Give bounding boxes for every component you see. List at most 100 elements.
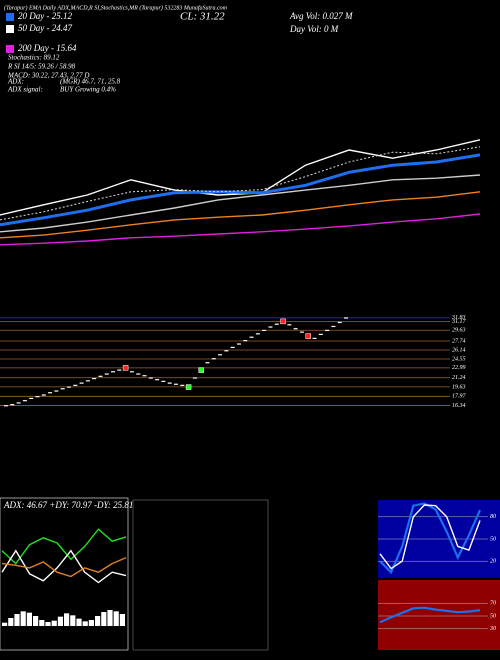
series-line — [0, 191, 481, 239]
legend-label: 50 Day - 24.47 — [18, 23, 72, 33]
x-tick-label: 04 Nov — [298, 415, 305, 433]
panel-title: SI — [462, 488, 469, 497]
y-tick-label: 30 — [489, 626, 496, 632]
adx: (MGR) 46.7, 71, 25.8 — [60, 78, 121, 86]
stat: MACD: 30.22, 27.43, 2.77 D — [7, 72, 89, 80]
x-tick-label: 11 Sep — [73, 415, 79, 431]
close: CL: 31.22 — [180, 11, 225, 23]
macd-bar — [101, 612, 107, 626]
y-tick-label: 29.63 — [452, 328, 466, 334]
series-line — [0, 213, 481, 246]
macd-bar — [51, 620, 57, 626]
x-tick-label: 03 Oct — [167, 415, 173, 431]
y-tick-label: 20 — [490, 559, 496, 565]
macd-bar — [88, 620, 94, 626]
y-tick-label: 16.34 — [452, 402, 466, 409]
y-tick-label: 21.24 — [452, 374, 466, 381]
macd-bar — [33, 616, 39, 626]
macd-bar — [2, 622, 8, 626]
x-tick-label: 09 Sep — [60, 415, 66, 431]
x-tick-label: 08 Oct — [186, 415, 192, 431]
series-line — [1, 528, 127, 565]
series-line — [0, 146, 481, 221]
avg-vol: Avg Vol: 0.027 M — [289, 11, 353, 21]
signal: ADX signal: — [7, 86, 43, 94]
macd-bar — [8, 618, 14, 626]
macd-bar — [39, 620, 45, 626]
x-tick-label: 25 Sep — [136, 415, 142, 431]
macd-bar — [26, 612, 32, 626]
y-tick-label: 31.83 — [451, 315, 466, 321]
y-tick-label: 50 — [490, 613, 496, 619]
intraday-panel — [132, 499, 269, 651]
stat: Stochastics: 89.12 — [8, 54, 60, 62]
x-tick-label: 03 Sep — [35, 415, 41, 431]
x-tick-label: 18 Oct — [236, 415, 242, 431]
x-tick-label: 30 Oct — [287, 415, 293, 432]
x-tick-label: 11 Nov — [331, 415, 337, 432]
x-tick-label: 23 Oct — [255, 415, 261, 431]
x-tick-label: 10 Sep — [66, 415, 72, 431]
x-tick-label: 25 Oct — [268, 415, 274, 431]
macd-bar — [95, 616, 101, 626]
macd-bar — [107, 610, 113, 626]
x-tick-label: 28 Oct — [274, 415, 280, 431]
x-tick-label: 12 Sep — [79, 415, 85, 431]
x-tick-label: 31 Oct — [293, 415, 299, 432]
x-tick-label: 09 Oct — [192, 415, 198, 431]
candle — [198, 367, 204, 373]
panel-subtitle: ADX: 46.67 +DY: 70.97 -DY: 25.81 — [3, 500, 133, 510]
x-tick-label: 30 Sep — [154, 415, 160, 432]
x-tick-label: 10 Oct — [199, 415, 205, 431]
stat: R SI 14/5: 59.26 / 58.98 — [7, 63, 76, 71]
panel-title: Intra Day Trading Price & MR — [139, 488, 240, 497]
panel-title: Stochastics & R — [385, 488, 436, 497]
y-tick-label: 27.74 — [452, 337, 466, 344]
x-tick-label: 24 Oct — [261, 415, 268, 431]
x-tick-label: 17 Oct — [230, 415, 236, 431]
candle — [122, 365, 129, 371]
x-tick-label: 13 Sep — [85, 415, 91, 431]
macd-bar — [45, 622, 51, 626]
x-tick-label: 06 Nov — [312, 415, 318, 433]
series-line — [379, 504, 481, 570]
x-tick-label: 14 Oct — [210, 415, 217, 431]
x-tick-label: 04 Sep — [40, 415, 47, 431]
series-line — [379, 606, 481, 624]
series-line — [0, 174, 481, 233]
x-tick-label: 30 Aug — [22, 415, 28, 433]
x-tick-label: 27 Sep — [148, 415, 154, 431]
macd-bar — [76, 618, 82, 626]
macd-bar — [57, 616, 63, 626]
legend-swatch — [6, 45, 14, 53]
x-tick-label: 21 Oct — [243, 415, 249, 431]
series-line — [379, 502, 482, 575]
x-tick-label: 13 Nov — [343, 415, 349, 433]
legend-swatch — [6, 25, 14, 33]
x-tick-label: 26 Sep — [142, 415, 148, 431]
x-tick-label: 06 Sep — [54, 415, 60, 431]
x-tick-label: 17 Sep — [98, 415, 104, 431]
x-tick-label: 05 Nov — [306, 415, 312, 433]
x-tick-label: 29 Aug — [16, 415, 22, 432]
y-tick-label: 19.63 — [452, 384, 466, 390]
signal: BUY Growing 0.4% — [60, 86, 116, 94]
macd-bar — [20, 611, 26, 626]
macd-bar — [64, 613, 70, 626]
x-tick-label: 16 Sep — [92, 415, 98, 431]
day-vol: Day Vol: 0 M — [289, 24, 339, 34]
x-tick-label: 07 Oct — [180, 415, 186, 431]
series-line — [1, 556, 127, 578]
macd-bar — [113, 611, 119, 626]
y-tick-label: 17.97 — [452, 394, 467, 400]
x-tick-label: 23 Sep — [123, 415, 129, 431]
x-tick-label: 28 Aug — [10, 415, 16, 432]
x-tick-label: 22 Oct — [249, 415, 255, 431]
x-tick-label: 04 Oct — [172, 415, 179, 431]
x-tick-label: 12 Nov — [337, 415, 343, 433]
y-tick-label: 50 — [490, 536, 496, 542]
x-tick-label: 24 Sep — [128, 415, 135, 431]
x-tick-label: 08 Nov — [324, 415, 330, 433]
x-tick-label: 15 Oct — [217, 415, 223, 431]
